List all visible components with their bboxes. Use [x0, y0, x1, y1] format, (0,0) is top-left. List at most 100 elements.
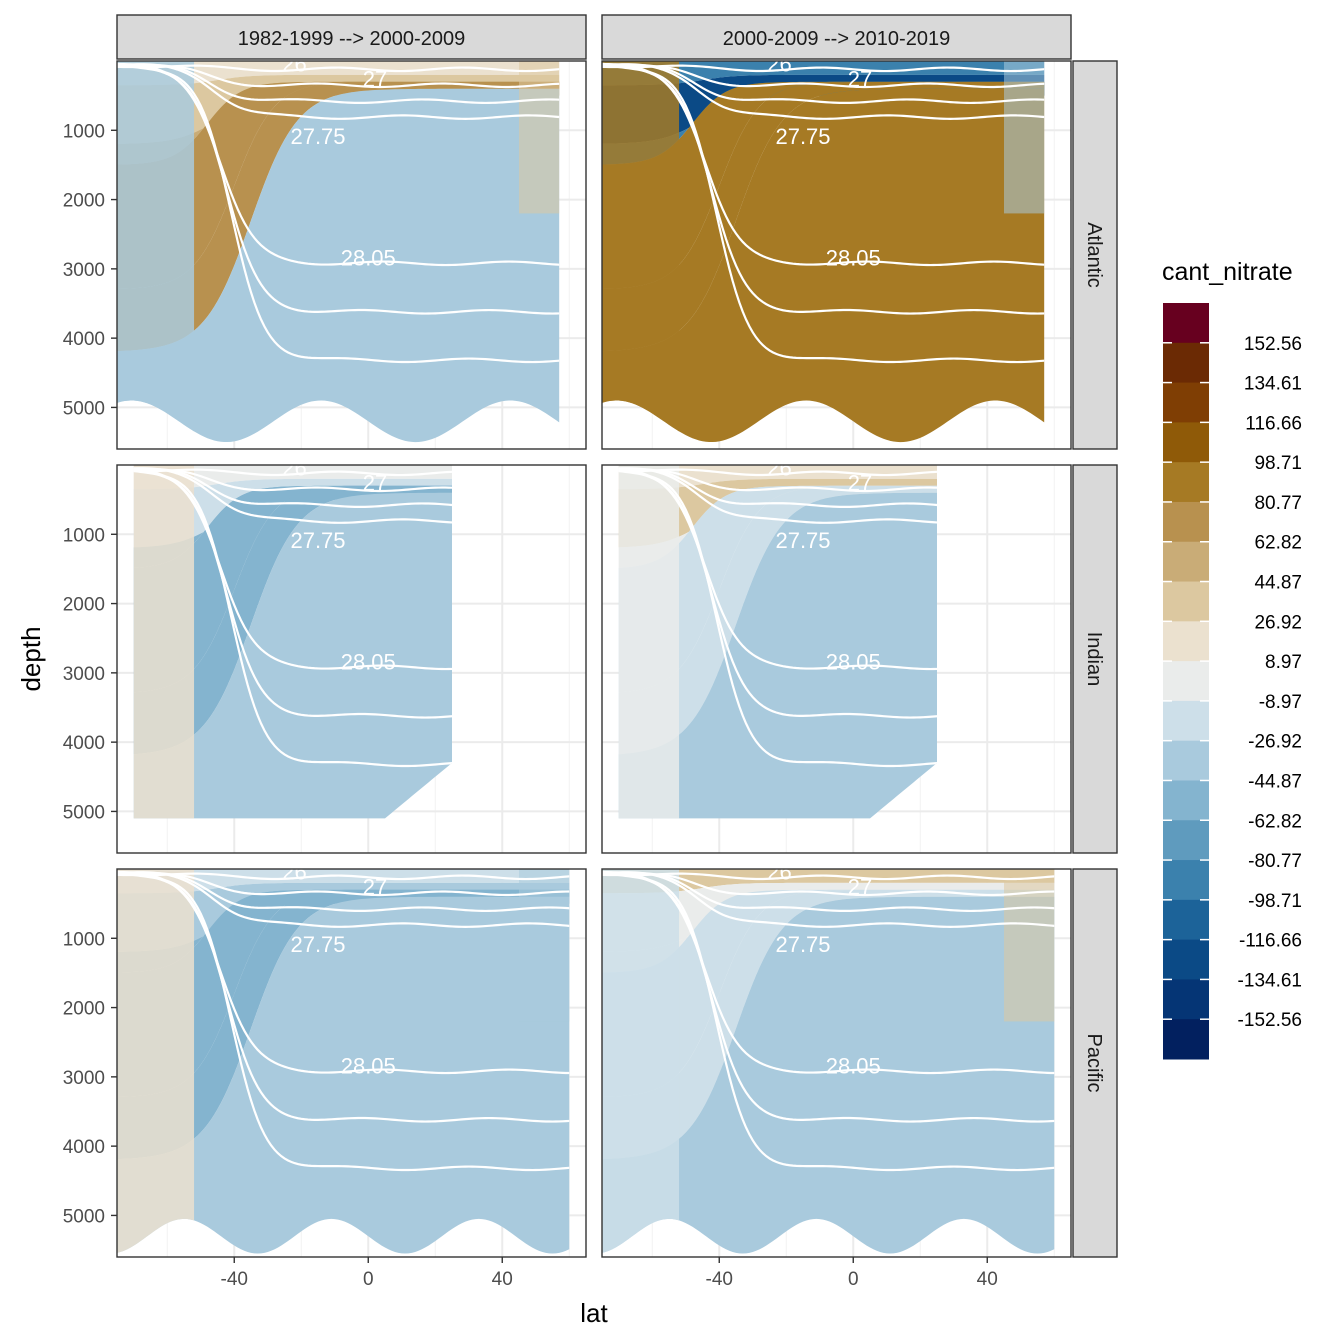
isopycnal-line	[618, 467, 937, 524]
isopycnal-label: 26	[767, 859, 791, 884]
panel-pacific-2: 26 27 27.75 28.05	[601, 859, 1072, 1258]
field-band-2	[618, 478, 937, 548]
isopycnal-label: 27.75	[775, 124, 830, 149]
concentration-field: 26 27 27.75 28.05	[117, 61, 560, 443]
isopycnal-label: 27.75	[775, 932, 830, 957]
southern-band	[602, 869, 680, 1254]
legend-swatch	[1163, 820, 1209, 861]
isopycnal-line	[602, 872, 1055, 913]
row-strip	[1072, 60, 1118, 450]
isopycnal-line	[133, 467, 452, 524]
legend-label: -44.87	[1248, 771, 1302, 792]
isopycnal-line	[117, 872, 570, 913]
y-tick-label: 3000	[63, 1068, 105, 1089]
legend-swatch	[1163, 382, 1209, 423]
legend-swatch	[1163, 661, 1209, 702]
field-band-6	[618, 492, 937, 819]
southern-band	[602, 61, 680, 443]
concentration-field: 26 27 27.75 28.05	[602, 51, 1045, 443]
legend-swatch	[1163, 621, 1209, 662]
isopycnal-label: 26	[767, 51, 791, 76]
legend-swatch	[1163, 541, 1209, 583]
isopycnal-label: 27	[363, 875, 387, 900]
y-tick-label: 4000	[63, 329, 105, 350]
y-tick-label: 4000	[63, 1137, 105, 1158]
legend-label: 80.77	[1254, 493, 1302, 514]
isopycnal-line	[117, 64, 560, 364]
x-tick-label: 0	[848, 1269, 859, 1290]
legend-label: 134.61	[1244, 374, 1302, 395]
concentration-field: 26 27 27.75 28.05	[133, 455, 452, 819]
column-strip-label: 1982-1999 --> 2000-2009	[238, 28, 465, 50]
isopycnal-line	[117, 63, 560, 120]
isopycnal-label: 26	[282, 859, 306, 884]
facet-strips: 1982-1999 --> 2000-2009 2000-2009 --> 201…	[116, 14, 1118, 1258]
y-tick-label: 1000	[63, 929, 105, 950]
isopycnal-label: 28.05	[826, 649, 881, 674]
legend: cant_nitrate 152.56 134.61 116.66 98.71 80.7…	[1162, 258, 1302, 1060]
isopycnal-line	[602, 64, 1045, 73]
panel-pacific-1: 26 27 27.75 28.05	[116, 859, 587, 1258]
legend-label: 98.71	[1254, 453, 1302, 474]
isopycnal-line	[618, 466, 937, 719]
y-tick-label: 2000	[63, 191, 105, 212]
isopycnal-label: 26	[282, 455, 306, 480]
legend-swatch	[1163, 979, 1209, 1020]
legend-label: -134.61	[1238, 970, 1302, 991]
field-band-4	[117, 889, 570, 1098]
isopycnal-label: 27.75	[290, 528, 345, 553]
isopycnal-line	[117, 870, 570, 1123]
y-tick-label: 4000	[63, 733, 105, 754]
legend-swatch	[1163, 462, 1209, 503]
row-strip-label: Pacific	[1083, 1034, 1105, 1093]
legend-label: -62.82	[1248, 811, 1302, 832]
isopycnal-line	[618, 468, 937, 477]
y-tick-label: 5000	[63, 802, 105, 823]
panel-border	[601, 60, 1072, 450]
legend-label: -26.92	[1248, 732, 1302, 753]
legend-swatch	[1163, 581, 1209, 622]
isopycnal-line	[602, 64, 1045, 105]
y-tick-label: 5000	[63, 398, 105, 419]
field-band-2	[133, 478, 452, 548]
row-strip	[1072, 464, 1118, 854]
isopycnal-label: 27	[848, 875, 872, 900]
isopycnal-line	[618, 468, 937, 509]
panel-indian-1: 26 27 27.75 28.05	[116, 455, 587, 854]
legend-swatch	[1163, 422, 1209, 463]
concentration-field: 26 27 27.75 28.05	[618, 465, 937, 819]
legend-swatch	[1163, 342, 1209, 384]
legend-swatch	[1163, 1019, 1209, 1060]
isopycnal-label: 28.05	[341, 245, 396, 270]
isopycnal-line	[133, 466, 452, 719]
isopycnal-line	[117, 62, 560, 315]
isopycnal-line	[618, 469, 937, 493]
x-tick-label: 40	[977, 1269, 998, 1290]
isopycnal-line	[133, 468, 452, 509]
y-tick-label: 2000	[63, 999, 105, 1020]
row-strip-label: Indian	[1083, 632, 1105, 687]
isopycnal-line	[602, 870, 1055, 1123]
legend-label: 62.82	[1254, 533, 1302, 554]
concentration-field: 26 27 27.75 28.05	[602, 859, 1055, 1254]
isopycnal-line	[133, 468, 452, 477]
field-band-1	[618, 465, 937, 490]
legend-label: -116.66	[1239, 931, 1302, 952]
legend-label: 8.97	[1265, 652, 1302, 673]
concentration-field: 26 27 27.75 28.05	[117, 859, 570, 1254]
legend-label: 152.56	[1244, 334, 1302, 355]
y-tick-label: 5000	[63, 1206, 105, 1227]
isopycnal-line	[602, 65, 1045, 89]
field-band-4	[602, 889, 1055, 1098]
column-strip	[601, 14, 1072, 60]
panel-indian-2: 26 27 27.75 28.05	[601, 464, 1072, 854]
isopycnal-line	[602, 873, 1055, 897]
legend-label: -8.97	[1259, 692, 1302, 713]
isopycnal-label: 27	[848, 67, 872, 92]
isopycnal-line	[602, 871, 1055, 928]
panel-border	[601, 464, 1072, 854]
isopycnal-line	[602, 62, 1045, 315]
isopycnal-line	[117, 64, 560, 73]
legend-label: 44.87	[1254, 573, 1302, 594]
